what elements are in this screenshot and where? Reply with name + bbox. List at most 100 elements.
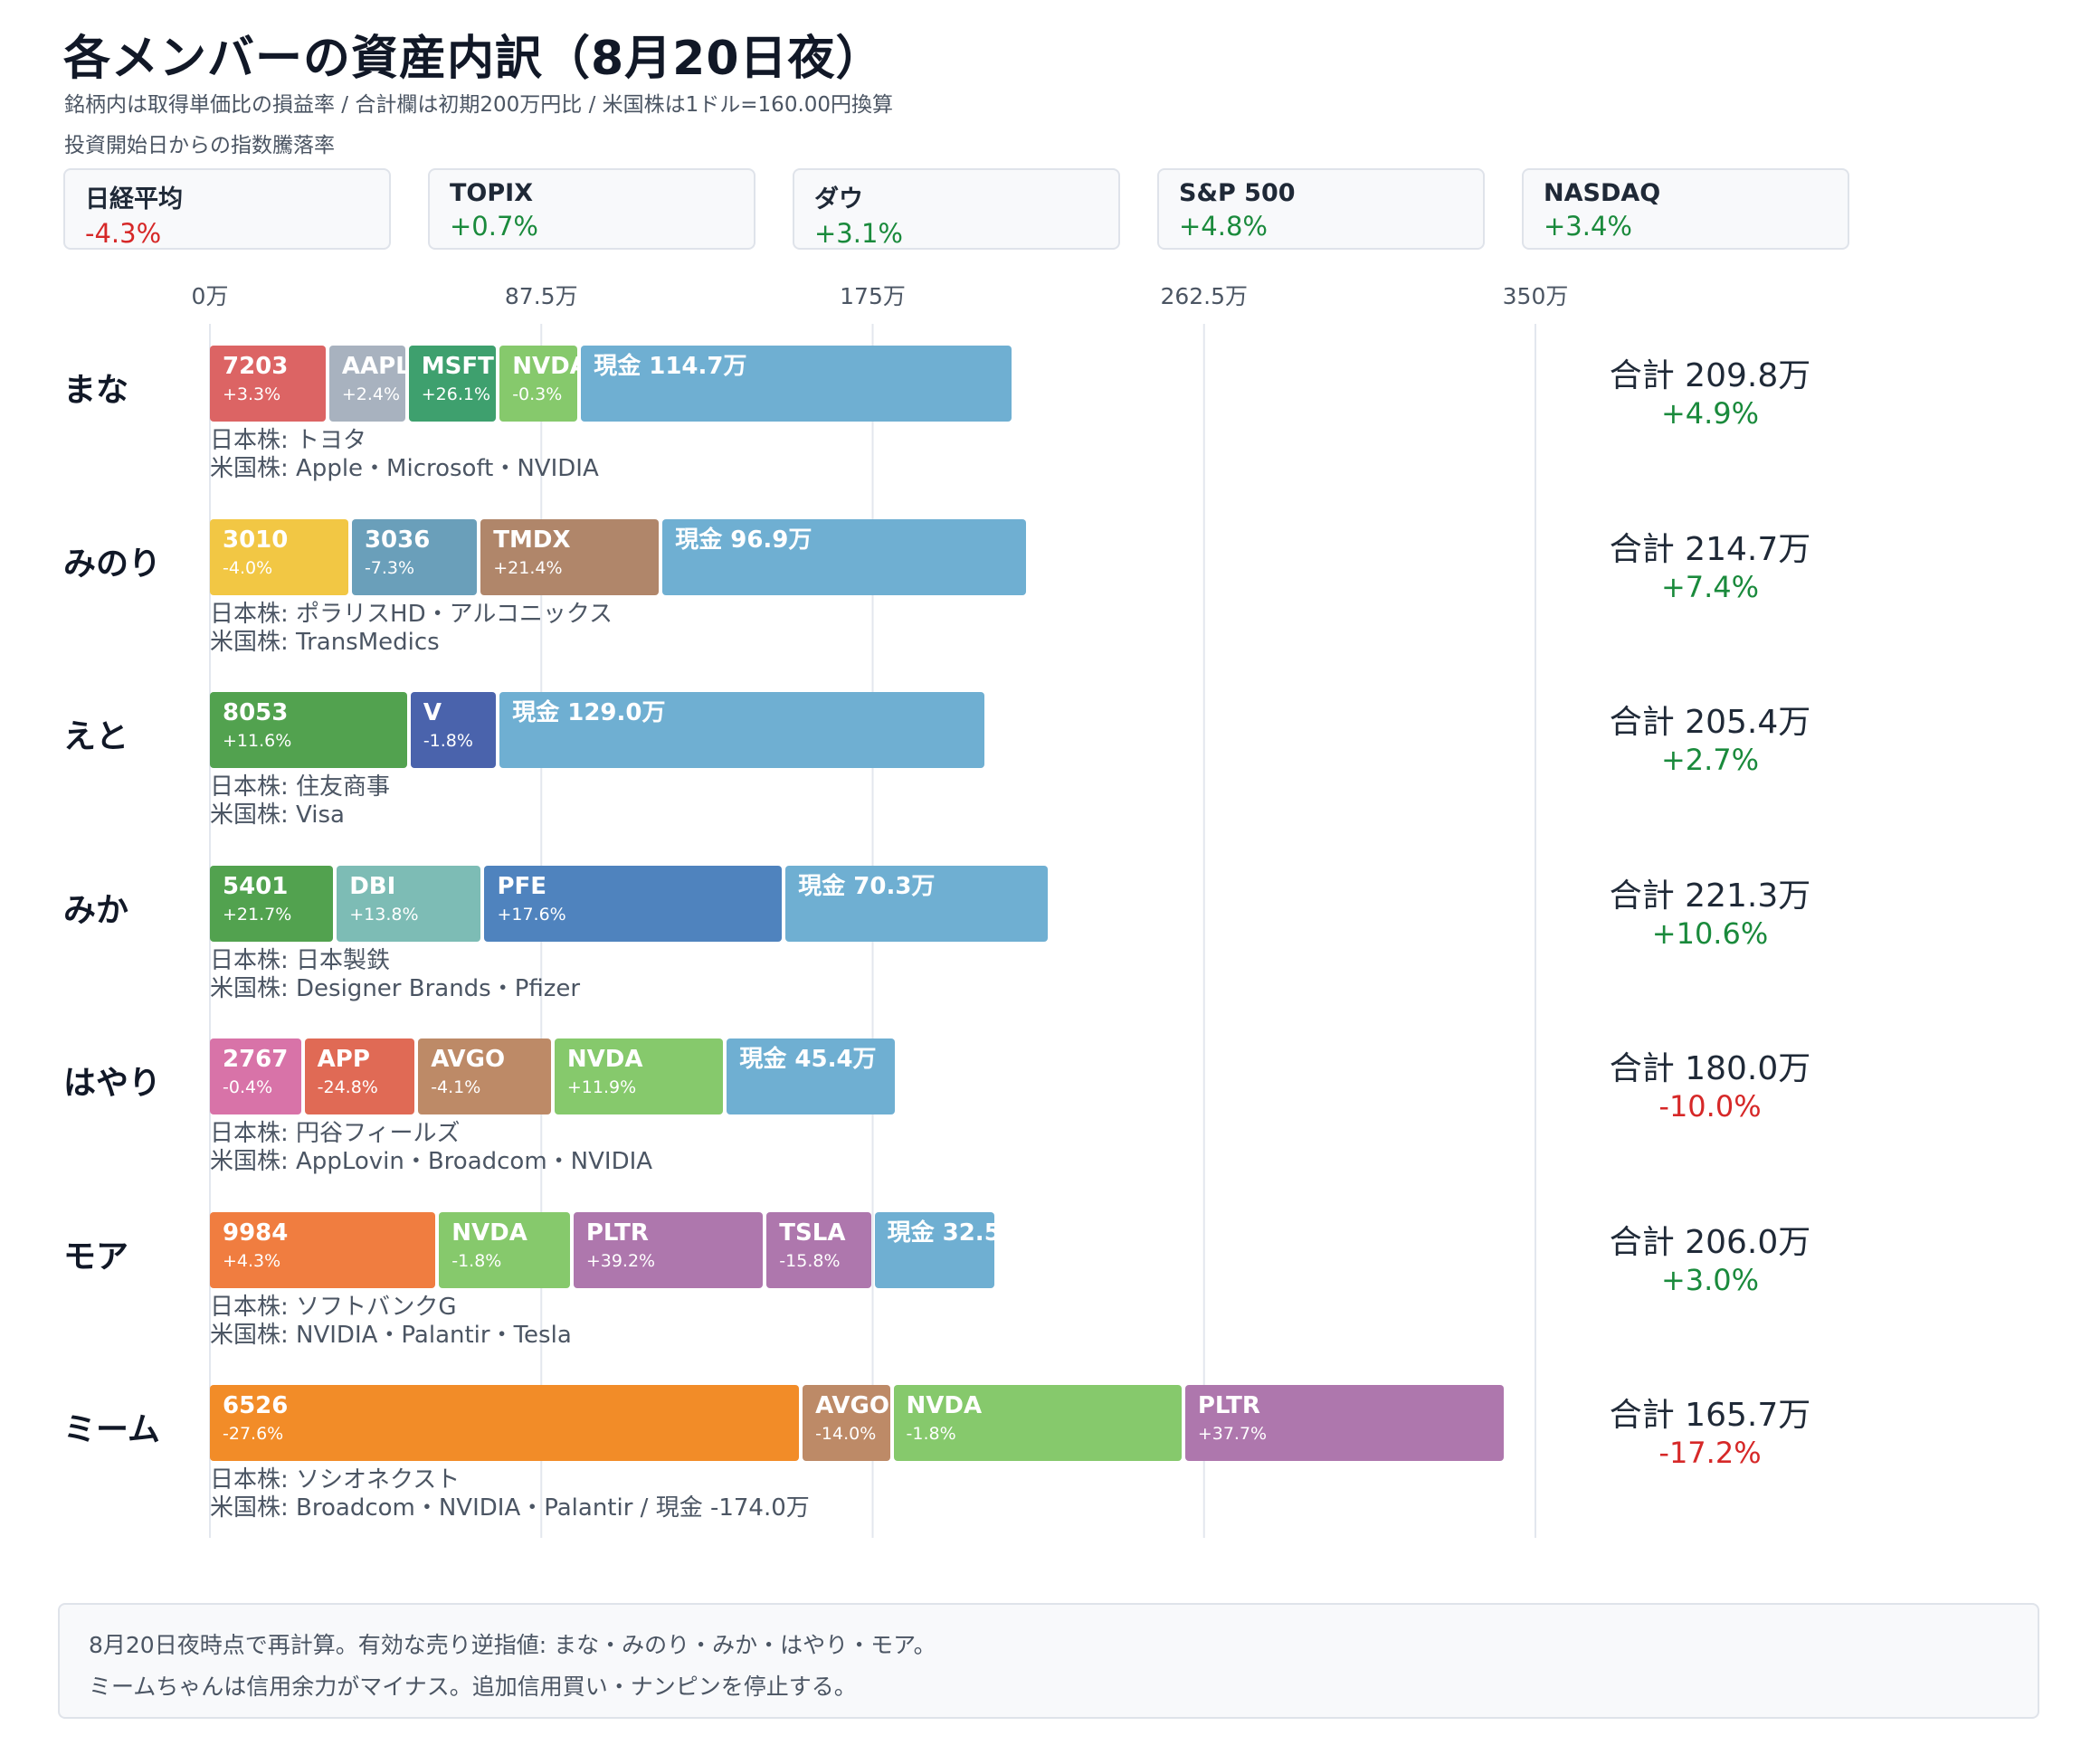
us-stocks-line: 米国株: Broadcom・NVIDIA・Palantir / 現金 -174.… — [210, 1494, 810, 1522]
index-value: +3.4% — [1544, 211, 1632, 242]
jp-stocks-line: 日本株: ソフトバンクG — [210, 1293, 457, 1321]
bar-segment: 8053 +11.6% — [210, 692, 407, 768]
total-return: +2.7% — [1660, 743, 1760, 777]
bar-segment: PLTR +39.2% — [573, 1211, 764, 1288]
x-tick-label: 0万 — [192, 283, 229, 309]
total-return: -10.0% — [1658, 1089, 1762, 1124]
us-stocks-line: 米国株: TransMedics — [210, 628, 440, 656]
total-return: -17.2% — [1658, 1436, 1762, 1470]
bar-label: 現金 70.3万 — [798, 872, 936, 900]
bar-return: -0.4% — [223, 1077, 273, 1097]
total-value: 合計 205.4万 — [1609, 704, 1811, 741]
bar-return: +21.4% — [493, 557, 563, 578]
member-name: まな — [63, 372, 129, 409]
bar-segment: 現金 96.9万 — [662, 518, 1026, 595]
note-line-2: ミームちゃんは信用余力がマイナス。追加信用買い・ナンピンを停止する。 — [89, 1674, 857, 1700]
bar-return: -4.1% — [431, 1077, 481, 1097]
bar-return: -24.8% — [317, 1077, 378, 1097]
total-value: 合計 209.8万 — [1609, 357, 1811, 394]
holding-detail: 日本株: 円谷フィールズ 米国株: AppLovin・Broadcom・NVIDI… — [210, 1120, 652, 1176]
bar-return: +21.7% — [223, 904, 292, 925]
bar-label: AAPL — [341, 353, 405, 380]
index-value: -4.3% — [85, 218, 162, 249]
bar-return: +2.4% — [341, 384, 401, 404]
total-value: 合計 214.7万 — [1609, 530, 1811, 568]
index-section-caption: 投資開始日からの指数騰落率 — [64, 134, 335, 157]
index-card: TOPIX +0.7% — [428, 168, 755, 250]
bar-label: V — [423, 699, 442, 726]
member-total: 合計 214.7万 +7.4% — [1601, 523, 1819, 604]
x-tick-label: 350万 — [1503, 283, 1569, 309]
bar-return: -1.8% — [423, 731, 473, 751]
bar-segment: TSLA -15.8% — [766, 1211, 871, 1288]
bar-label: MSFT — [421, 353, 494, 380]
member-total: 合計 180.0万 -10.0% — [1601, 1042, 1819, 1124]
bar-label: PLTR — [585, 1219, 649, 1247]
bar-label: TSLA — [779, 1219, 846, 1247]
index-name: TOPIX — [450, 179, 534, 207]
note-line-1: 8月20日夜時点で再計算。有効な売り逆指値: まな・みのり・みか・はやり・モア。 — [89, 1632, 936, 1658]
jp-stocks-line: 日本株: ポラリスHD・アルコニックス — [210, 600, 613, 628]
holding-detail: 日本株: ポラリスHD・アルコニックス 米国株: TransMedics — [210, 601, 613, 657]
bar-segment: 6526 -27.6% — [210, 1385, 800, 1461]
bar-label: 3036 — [364, 526, 431, 554]
total-return: +3.0% — [1660, 1262, 1760, 1297]
x-tick-label: 262.5万 — [1160, 283, 1248, 309]
bar-segment: 9984 +4.3% — [210, 1211, 436, 1288]
bar-return: +11.9% — [566, 1077, 637, 1097]
index-name: 日経平均 — [85, 185, 183, 213]
bar-return: +3.3% — [223, 384, 281, 404]
bar-return: -15.8% — [779, 1250, 841, 1271]
bar-segment: AVGO -14.0% — [803, 1385, 890, 1461]
index-card: NASDAQ +3.4% — [1522, 168, 1849, 250]
bar-label: 現金 114.7万 — [594, 353, 747, 380]
bar-label: NVDA — [566, 1046, 643, 1073]
bar-label: AVGO — [815, 1392, 889, 1419]
member-total: 合計 165.7万 -17.2% — [1601, 1389, 1819, 1470]
page-subtitle: 銘柄内は取得単価比の損益率 / 合計欄は初期200万円比 / 米国株は1ドル=1… — [64, 93, 894, 117]
x-tick-label: 87.5万 — [505, 283, 578, 309]
member-total: 合計 205.4万 +2.7% — [1601, 696, 1819, 777]
index-name: ダウ — [814, 185, 863, 213]
bar-label: APP — [317, 1046, 370, 1073]
index-value: +3.1% — [814, 218, 903, 249]
total-return: +7.4% — [1660, 569, 1760, 604]
member-name: モア — [63, 1238, 129, 1276]
bar-return: +37.7% — [1197, 1424, 1268, 1444]
bar-label: 7203 — [223, 353, 289, 380]
bar-label: 現金 45.4万 — [739, 1046, 877, 1073]
bar-return: -1.8% — [906, 1424, 956, 1444]
index-name: NASDAQ — [1544, 179, 1661, 207]
bar-segment: NVDA +11.9% — [554, 1038, 724, 1114]
bar-segment: 現金 129.0万 — [499, 692, 985, 768]
total-value: 合計 180.0万 — [1609, 1050, 1811, 1087]
bar-label: 8053 — [223, 699, 289, 726]
bar-segment: NVDA -1.8% — [439, 1211, 570, 1288]
jp-stocks-line: 日本株: 日本製鉄 — [210, 946, 391, 974]
index-name: S&P 500 — [1179, 179, 1296, 207]
bar-segment: 5401 +21.7% — [210, 865, 334, 942]
bar-label: DBI — [349, 872, 396, 900]
bar-label: NVDA — [451, 1219, 527, 1247]
bar-return: -0.3% — [512, 384, 563, 404]
bar-segment: NVDA -0.3% — [499, 346, 578, 422]
us-stocks-line: 米国株: NVIDIA・Palantir・Tesla — [210, 1321, 572, 1349]
bar-return: +39.2% — [585, 1250, 656, 1271]
bar-segment: 現金 114.7万 — [581, 346, 1012, 422]
bar-segment: NVDA -1.8% — [893, 1385, 1182, 1461]
holding-detail: 日本株: トヨタ 米国株: Apple・Microsoft・NVIDIA — [210, 427, 599, 483]
bar-label: AVGO — [431, 1046, 506, 1073]
index-card: ダウ +3.1% — [793, 168, 1120, 250]
bar-return: -1.8% — [451, 1250, 502, 1271]
bar-return: -7.3% — [364, 557, 415, 578]
us-stocks-line: 米国株: Apple・Microsoft・NVIDIA — [210, 455, 599, 482]
bar-segment: TMDX +21.4% — [480, 518, 660, 595]
index-cards: 日経平均 -4.3% TOPIX +0.7% ダウ +3.1% S&P 500 +4.8% NA… — [63, 168, 1873, 251]
bar-segment: PFE +17.6% — [484, 865, 783, 942]
holding-detail: 日本株: ソシオネクスト 米国株: Broadcom・NVIDIA・Palanti… — [210, 1466, 810, 1522]
bar-segment: AAPL +2.4% — [328, 346, 405, 422]
bar-label: TMDX — [493, 526, 571, 554]
index-card: 日経平均 -4.3% — [63, 168, 391, 250]
bar-segment: MSFT +26.1% — [408, 346, 497, 422]
jp-stocks-line: 日本株: 円谷フィールズ — [210, 1120, 461, 1147]
